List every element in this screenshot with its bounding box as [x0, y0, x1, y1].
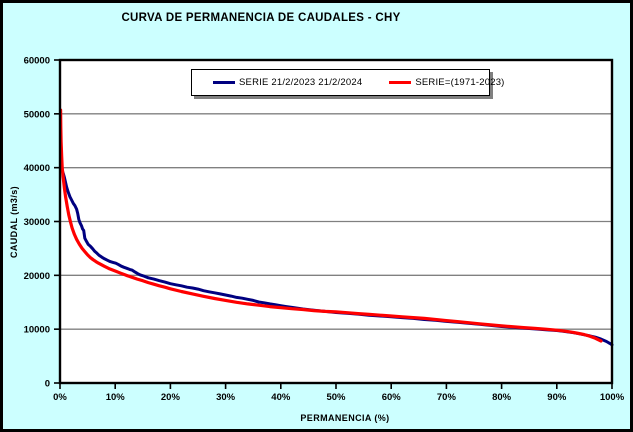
- chart-title: CURVA DE PERMANENCIA DE CAUDALES - CHY: [121, 12, 401, 24]
- x-tick-label-30: 30%: [216, 392, 236, 403]
- plot-layer: 0 10000 20000 30000 40000 50000 60000 0% 10% 20% 3…: [24, 56, 625, 404]
- legend-label-serie-1971-2023: SERIE=(1971-2023): [415, 77, 505, 88]
- x-tick-label-40: 40%: [271, 392, 291, 403]
- x-tick-label-50: 50%: [326, 392, 346, 403]
- y-tick-label-10000: 10000: [24, 325, 50, 336]
- y-tick-label-50000: 50000: [24, 109, 50, 120]
- x-tick-label-60: 60%: [382, 392, 402, 403]
- x-tick-label-0: 0%: [53, 392, 67, 403]
- y-tick-label-20000: 20000: [24, 271, 50, 282]
- x-tick-label-100: 100%: [600, 392, 625, 403]
- x-axis-title: PERMANENCIA (%): [300, 413, 389, 423]
- legend-item-serie-2023-2024: SERIE 21/2/2023 21/2/2024: [213, 77, 362, 88]
- legend-line-icon-blue: [213, 80, 235, 85]
- x-tick-label-90: 90%: [547, 392, 567, 403]
- legend-item-serie-1971-2023: SERIE=(1971-2023): [389, 77, 504, 88]
- x-tick-label-10: 10%: [106, 392, 126, 403]
- x-tick-label-70: 70%: [437, 392, 457, 403]
- legend-label-serie-2023-2024: SERIE 21/2/2023 21/2/2024: [239, 77, 363, 88]
- y-tick-label-30000: 30000: [24, 217, 50, 228]
- y-tick-label-60000: 60000: [24, 56, 50, 67]
- y-tick-label-0: 0: [45, 379, 50, 390]
- legend: SERIE 21/2/2023 21/2/2024 SERIE=(1971-20…: [191, 69, 504, 96]
- y-axis-title: CAUDAL (m3/s): [9, 186, 19, 258]
- x-tick-label-20: 20%: [161, 392, 181, 403]
- y-tick-label-40000: 40000: [24, 163, 50, 174]
- series-line-red: [58, 108, 603, 343]
- x-tick-label-80: 80%: [492, 392, 512, 403]
- chart-canvas: 0 10000 20000 30000 40000 50000 60000 0% 10% 20% 3…: [9, 56, 625, 424]
- legend-line-icon-red: [389, 80, 412, 85]
